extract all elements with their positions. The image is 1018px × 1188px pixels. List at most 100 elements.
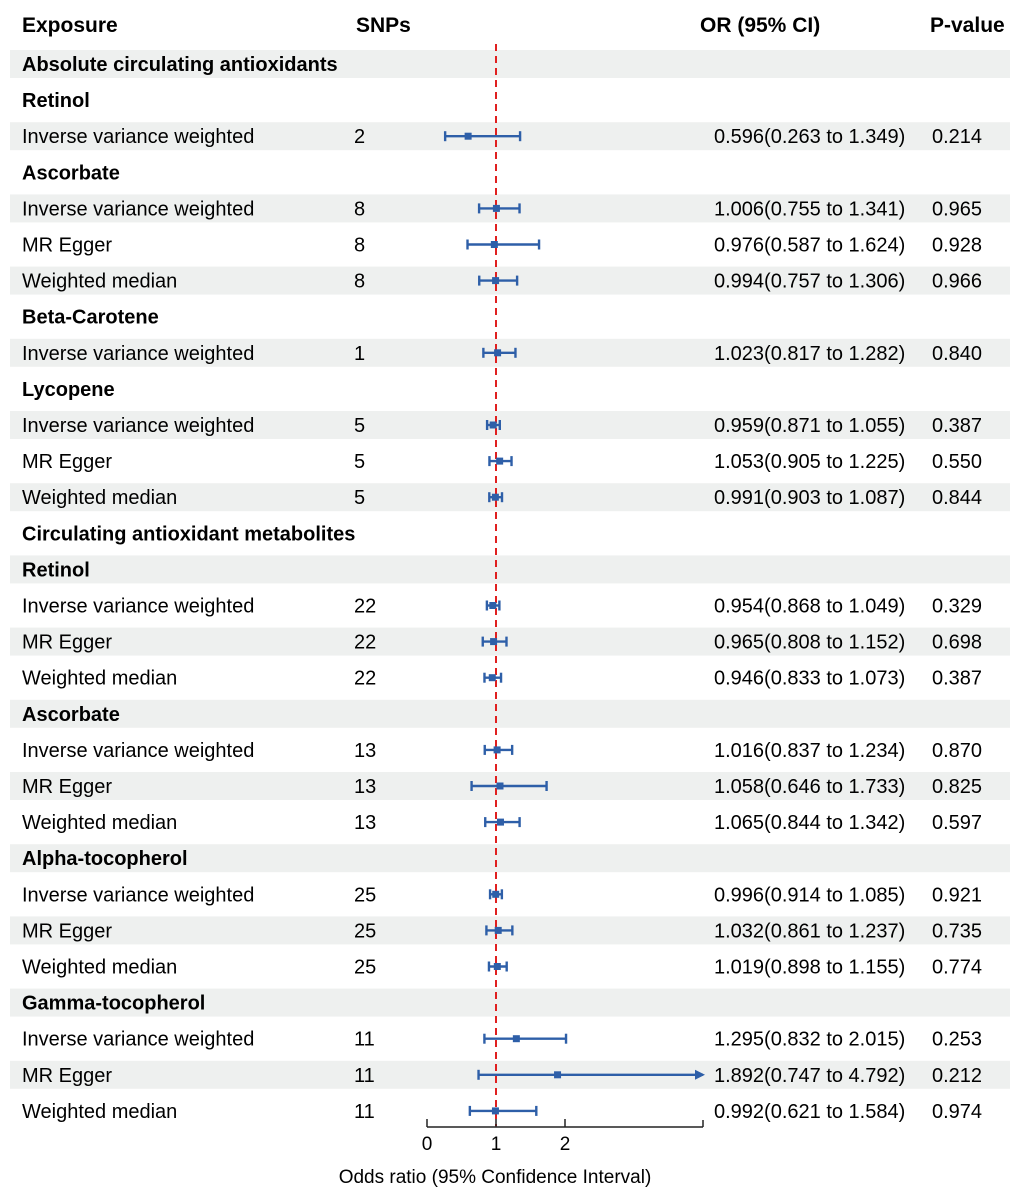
method-label: MR Egger [22,776,112,798]
point-estimate [554,1071,562,1079]
header-or: OR (95% CI) [700,14,820,37]
snp-count: 22 [354,632,376,654]
header-p-value: P-value [930,14,1005,37]
method-label: MR Egger [22,632,112,654]
point-estimate [492,277,500,285]
p-value: 0.329 [932,596,982,618]
method-label: Weighted median [22,812,177,834]
method-label: Inverse variance weighted [22,740,254,762]
point-estimate [491,1107,499,1115]
p-value: 0.698 [932,632,982,654]
section-label: Alpha-tocopherol [22,848,188,870]
snp-count: 5 [354,415,365,437]
snp-count: 25 [354,920,376,942]
or-ci-text: 0.991(0.903 to 1.087) [714,487,905,509]
row-band [10,844,1010,873]
method-label: MR Egger [22,235,112,257]
method-label: Inverse variance weighted [22,126,254,148]
point-estimate [496,457,504,465]
or-ci-text: 0.946(0.833 to 1.073) [714,668,905,690]
section-label: Beta-Carotene [22,307,159,329]
section-label: Retinol [22,90,90,112]
row-band [10,988,1010,1017]
p-value: 0.387 [932,415,982,437]
snp-count: 22 [354,596,376,618]
snp-count: 8 [354,271,365,293]
method-label: Inverse variance weighted [22,1029,254,1051]
estimate-marks [443,131,705,1116]
snp-count: 2 [354,126,365,148]
snp-count: 5 [354,487,365,509]
or-ci-text: 0.976(0.587 to 1.624) [714,235,905,257]
method-label: MR Egger [22,920,112,942]
snp-count: 11 [354,1101,375,1123]
method-label: MR Egger [22,451,112,473]
or-ci-text: 0.596(0.263 to 1.349) [714,126,905,148]
p-value: 0.870 [932,740,982,762]
or-ci-text: 1.892(0.747 to 4.792) [714,1065,905,1087]
snp-count: 13 [354,740,376,762]
or-ci-text: 1.023(0.817 to 1.282) [714,343,905,365]
method-label: Weighted median [22,1101,177,1123]
p-value: 0.214 [932,126,982,148]
p-value: 0.774 [932,957,982,979]
p-value: 0.928 [932,235,982,257]
p-value: 0.253 [932,1029,982,1051]
point-estimate [490,241,498,248]
p-value: 0.974 [932,1101,982,1123]
point-estimate [512,1035,520,1043]
method-label: Inverse variance weighted [22,884,254,906]
section-label: Absolute circulating antioxidants [22,54,338,76]
point-estimate [489,421,497,429]
method-label: Weighted median [22,271,177,293]
or-ci-text: 1.053(0.905 to 1.225) [714,451,905,473]
point-estimate [496,818,504,826]
p-value: 0.844 [932,487,982,509]
method-label: Inverse variance weighted [22,596,254,618]
section-label: Retinol [22,559,90,581]
header-snps: SNPs [356,14,411,37]
x-tick-label: 2 [560,1134,571,1155]
row-band [10,555,1010,584]
method-label: Weighted median [22,487,177,509]
row-band [10,627,1010,656]
row-band [10,483,1010,512]
point-estimate [492,204,500,212]
point-estimate [494,349,502,357]
p-value: 0.840 [932,343,982,365]
p-value: 0.825 [932,776,982,798]
header-exposure: Exposure [22,14,118,37]
x-tick-label: 1 [491,1134,502,1155]
snp-count: 1 [354,343,365,365]
p-value: 0.965 [932,198,982,220]
or-ci-text: 1.032(0.861 to 1.237) [714,920,905,942]
point-estimate [489,602,497,609]
x-axis-label: Odds ratio (95% Confidence Interval) [339,1167,652,1188]
method-label: Inverse variance weighted [22,343,254,365]
or-ci-text: 1.295(0.832 to 2.015) [714,1029,905,1051]
x-axis: 0 1 2 [422,1119,704,1155]
method-label: Inverse variance weighted [22,198,254,220]
snp-count: 11 [354,1029,375,1051]
snp-count: 5 [354,451,365,473]
or-ci-text: 0.994(0.757 to 1.306) [714,271,905,293]
point-estimate [490,638,498,646]
ci-arrow [695,1069,705,1080]
section-label: Ascorbate [22,162,120,184]
row-band [10,699,1010,728]
or-ci-text: 1.016(0.837 to 1.234) [714,740,905,762]
x-tick-label: 0 [422,1134,433,1155]
or-ci-text: 0.959(0.871 to 1.055) [714,415,905,437]
point-estimate [494,926,502,934]
section-label: Circulating antioxidant metabolites [22,523,355,545]
or-ci-text: 0.965(0.808 to 1.152) [714,632,905,654]
row-band [10,411,1010,439]
point-estimate [464,132,472,140]
snp-count: 8 [354,235,365,257]
snp-count: 13 [354,812,376,834]
or-ci-text: 1.065(0.844 to 1.342) [714,812,905,834]
section-label: Ascorbate [22,704,120,726]
p-value: 0.966 [932,271,982,293]
method-label: MR Egger [22,1065,112,1087]
p-value: 0.735 [932,920,982,942]
